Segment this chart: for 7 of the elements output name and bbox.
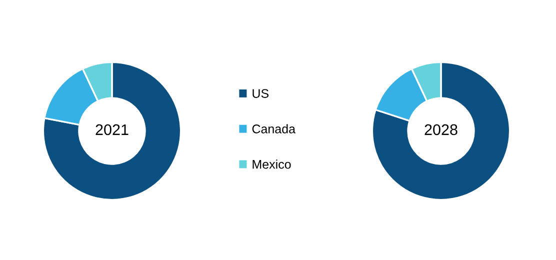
text: 2021 [96, 124, 128, 136]
donut-slice [42, 61, 182, 201]
donut-slice [371, 61, 511, 201]
text: 2028 [424, 124, 458, 136]
legend-label: Canada [252, 124, 296, 134]
legend-label: US [252, 89, 268, 98]
legend-label: Mexico [252, 160, 291, 169]
